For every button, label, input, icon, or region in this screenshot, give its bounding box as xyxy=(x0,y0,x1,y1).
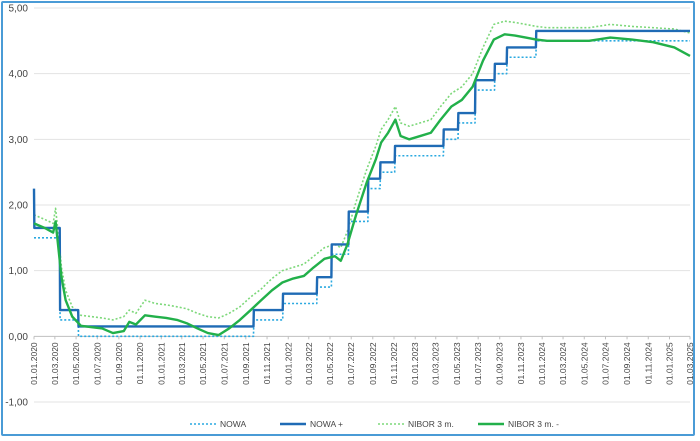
y-tick-label: 0,00 xyxy=(9,332,29,343)
x-tick-label: 01.09.2023 xyxy=(495,342,505,385)
x-tick-label: 01.05.2022 xyxy=(325,342,335,385)
x-tick-label: 01.01.2022 xyxy=(283,342,293,385)
x-tick-label: 01.07.2023 xyxy=(473,342,483,385)
x-tick-label: 01.05.2023 xyxy=(452,342,462,385)
x-tick-label: 01.07.2024 xyxy=(600,342,610,385)
x-tick-label: 01.09.2021 xyxy=(241,342,251,385)
y-tick-label: 2,00 xyxy=(9,201,29,212)
x-tick-label: 01.07.2022 xyxy=(346,342,356,385)
grid-lines xyxy=(34,7,690,403)
series-line-nibor-3-m xyxy=(33,20,691,321)
y-tick-label: 4,00 xyxy=(9,69,29,80)
y-tick-label: -1,00 xyxy=(5,398,28,409)
x-tick-label: 01.01.2021 xyxy=(156,342,166,385)
x-tick-label: 01.05.2020 xyxy=(71,342,81,385)
x-tick-label: 01.01.2025 xyxy=(664,342,674,385)
y-tick-label: 5,00 xyxy=(9,4,29,15)
x-tick-label: 01.01.2024 xyxy=(537,342,547,385)
legend-label: NOWA + xyxy=(310,419,343,429)
legend: NOWA NOWA + NIBOR 3 m. NIBOR 3 m. - xyxy=(190,419,559,429)
x-tick-label: 01.07.2021 xyxy=(219,342,229,385)
x-tick-label: 01.11.2021 xyxy=(262,342,272,384)
x-tick-label: 01.11.2023 xyxy=(516,342,526,384)
x-tick-label: 01.11.2022 xyxy=(389,342,399,384)
legend-label: NIBOR 3 m. - xyxy=(508,419,559,429)
y-axis-tick-labels: -1,00 0,00 1,00 2,00 3,00 4,00 5,00 xyxy=(5,4,28,409)
x-tick-label: 01.11.2024 xyxy=(643,342,653,384)
legend-label: NOWA xyxy=(220,419,246,429)
x-axis-tick-labels: 01.01.2020 01.03.2020 01.05.2020 01.07.2020… xyxy=(29,336,695,385)
x-tick-label: 01.09.2024 xyxy=(622,342,632,385)
legend-label: NIBOR 3 m. xyxy=(408,419,454,429)
x-tick-label: 01.03.2023 xyxy=(431,342,441,385)
x-tick-label: 01.01.2023 xyxy=(410,342,420,385)
x-tick-label: 01.05.2024 xyxy=(579,342,589,385)
y-tick-label: 1,00 xyxy=(9,266,29,277)
series-line-nowa xyxy=(32,29,690,328)
x-tick-label: 01.05.2021 xyxy=(198,342,208,385)
x-tick-label: 01.09.2020 xyxy=(114,342,124,385)
series-line-nowa xyxy=(34,40,690,338)
x-tick-label: 01.07.2020 xyxy=(92,342,102,385)
series-line-nibor-3-m xyxy=(33,33,691,337)
y-tick-label: 3,00 xyxy=(9,135,29,146)
x-tick-label: 01.03.2022 xyxy=(304,342,314,385)
x-tick-label: 01.01.2020 xyxy=(29,342,39,385)
x-tick-label: 01.11.2020 xyxy=(135,342,145,384)
x-tick-label: 01.03.2025 xyxy=(685,342,695,385)
x-tick-label: 01.09.2022 xyxy=(368,342,378,385)
x-tick-label: 01.03.2024 xyxy=(558,342,568,385)
x-tick-label: 01.03.2020 xyxy=(50,342,60,385)
series-lines xyxy=(32,20,691,338)
x-tick-label: 01.03.2021 xyxy=(177,342,187,385)
